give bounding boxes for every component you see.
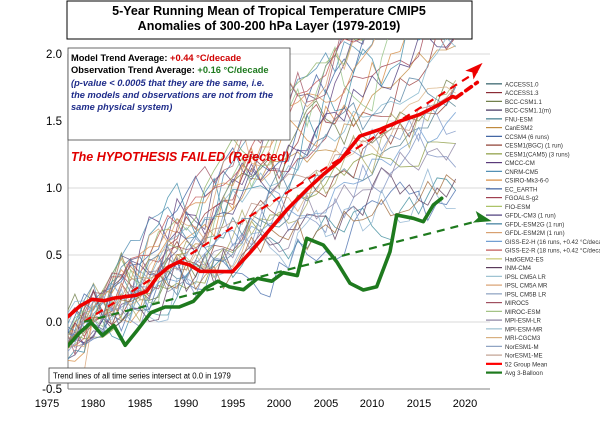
svg-text:MIROC-ESM: MIROC-ESM	[505, 309, 541, 316]
svg-text:FIO-ESM: FIO-ESM	[505, 204, 530, 211]
svg-text:2000: 2000	[267, 398, 291, 410]
svg-text:1985: 1985	[128, 398, 152, 410]
svg-text:MPI-ESM-MR: MPI-ESM-MR	[505, 326, 543, 333]
svg-text:2.0: 2.0	[46, 49, 62, 61]
svg-text:Observation Trend Average: +0.: Observation Trend Average: +0.16 °C/deca…	[71, 65, 269, 75]
svg-text:EC_EARTH: EC_EARTH	[505, 186, 537, 193]
svg-text:1995: 1995	[221, 398, 245, 410]
svg-text:GFDL-ESM2G (1 run): GFDL-ESM2G (1 run)	[505, 221, 564, 228]
svg-text:BCC-CSM1.1: BCC-CSM1.1	[505, 99, 543, 106]
svg-text:1990: 1990	[174, 398, 198, 410]
svg-text:IPSL CM5A MR: IPSL CM5A MR	[505, 283, 548, 290]
svg-text:GFDL-ESM2M (1 run): GFDL-ESM2M (1 run)	[505, 230, 565, 237]
svg-text:CESM1(BGC) (1 run): CESM1(BGC) (1 run)	[505, 143, 563, 150]
svg-text:INM-CM4: INM-CM4	[505, 265, 532, 272]
svg-text:ACCESS1.3: ACCESS1.3	[505, 90, 539, 97]
svg-text:CMCC-CM: CMCC-CM	[505, 160, 535, 167]
svg-text:BCC-CSM1.1(m): BCC-CSM1.1(m)	[505, 108, 551, 115]
svg-text:NorESM1-ME: NorESM1-ME	[505, 353, 543, 360]
svg-text:1.5: 1.5	[46, 116, 62, 128]
svg-text:CESM1(CAM5) (3 runs): CESM1(CAM5) (3 runs)	[505, 151, 570, 158]
svg-text:FNU-ESM: FNU-ESM	[505, 116, 533, 123]
svg-text:1.0: 1.0	[46, 183, 62, 195]
svg-text:GFDL-CM3 (1 run): GFDL-CM3 (1 run)	[505, 213, 556, 220]
svg-text:1980: 1980	[81, 398, 105, 410]
svg-text:2020: 2020	[453, 398, 477, 410]
svg-text:GISS-E2-R (18 runs, +0.42 °C/d: GISS-E2-R (18 runs, +0.42 °C/decade)	[505, 248, 600, 255]
svg-text:Avg 3-Balloon: Avg 3-Balloon	[505, 370, 543, 377]
svg-text:HadGEM2-ES: HadGEM2-ES	[505, 256, 544, 263]
svg-text:Anomalies of 300-200 hPa Layer: Anomalies of 300-200 hPa Layer (1979-201…	[138, 19, 401, 33]
svg-text:Model Trend Average: +0.44 °C/: Model Trend Average: +0.44 °C/decade	[71, 53, 241, 63]
svg-text:2015: 2015	[407, 398, 431, 410]
svg-text:Trend lines of all time series: Trend lines of all time series intersect…	[53, 372, 231, 381]
svg-text:0.0: 0.0	[46, 317, 62, 329]
svg-text:5-Year Running Mean of Tropica: 5-Year Running Mean of Tropical Temperat…	[112, 4, 426, 18]
svg-text:GISS-E2-H (16 runs, +0.42 °C/d: GISS-E2-H (16 runs, +0.42 °C/decade)	[505, 239, 600, 246]
svg-text:the models and observations ar: the models and observations are not from…	[71, 90, 273, 100]
svg-text:52 Group Mean: 52 Group Mean	[505, 361, 547, 368]
svg-text:(p-value < 0.0005 that they ar: (p-value < 0.0005 that they are the same…	[71, 78, 265, 88]
svg-text:MIROC5: MIROC5	[505, 300, 529, 307]
svg-text:CanESM2: CanESM2	[505, 125, 533, 132]
svg-text:CCSM4 (6 runs): CCSM4 (6 runs)	[505, 134, 549, 141]
svg-text:FGOALS-g2: FGOALS-g2	[505, 195, 539, 202]
svg-text:CSIRO-Mk3-6-0: CSIRO-Mk3-6-0	[505, 178, 549, 185]
svg-text:MRI-CGCM3: MRI-CGCM3	[505, 335, 541, 342]
svg-text:The HYPOTHESIS FAILED (Rejecte: The HYPOTHESIS FAILED (Rejected)	[71, 150, 289, 164]
svg-text:MPI-ESM-LR: MPI-ESM-LR	[505, 318, 541, 325]
svg-text:1975: 1975	[35, 398, 59, 410]
svg-text:0.5: 0.5	[46, 250, 62, 262]
svg-text:CNRM-CM5: CNRM-CM5	[505, 169, 539, 176]
svg-text:2010: 2010	[360, 398, 384, 410]
svg-text:-0.5: -0.5	[42, 384, 62, 396]
svg-text:IPSL CM5A LR: IPSL CM5A LR	[505, 274, 546, 281]
svg-text:2005: 2005	[314, 398, 338, 410]
svg-text:ACCESS1.0: ACCESS1.0	[505, 81, 539, 88]
svg-text:NorESM1-M: NorESM1-M	[505, 344, 539, 351]
svg-text:IPSL CM5B LR: IPSL CM5B LR	[505, 291, 547, 298]
svg-text:same physical system): same physical system)	[71, 102, 172, 112]
